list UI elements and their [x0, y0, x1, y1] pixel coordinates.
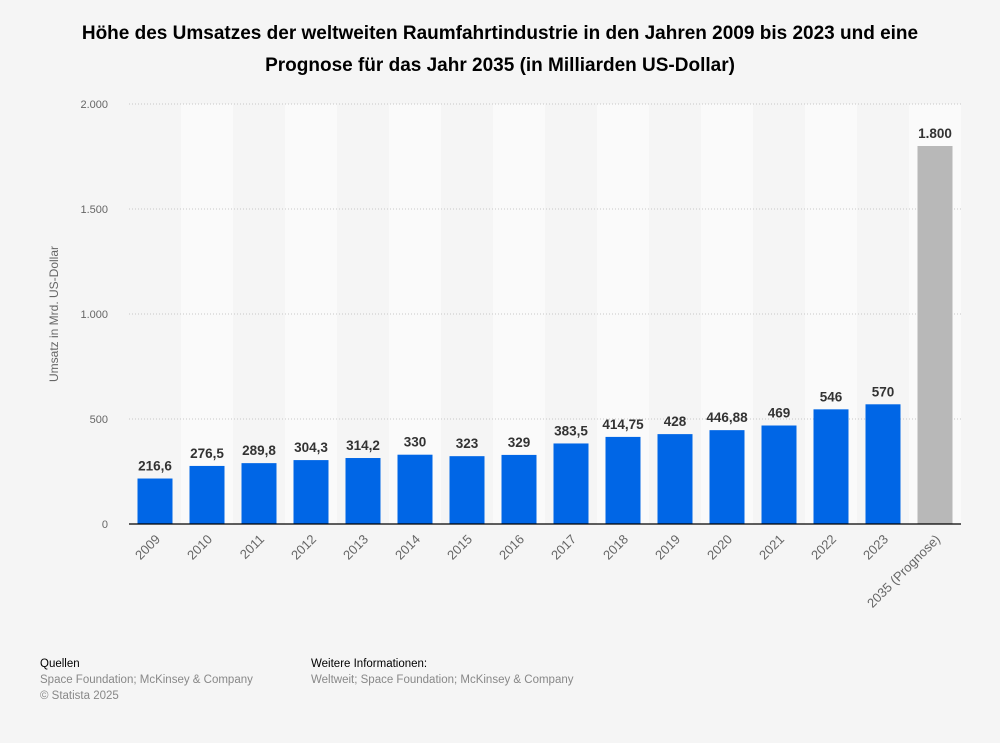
y-tick-label: 1.000 — [80, 309, 108, 321]
bar — [657, 434, 693, 524]
info-text: Weltweit; Space Foundation; McKinsey & C… — [311, 674, 574, 686]
data-label: 1.800 — [918, 126, 952, 141]
bar — [397, 454, 433, 524]
bar — [553, 443, 589, 524]
data-label: 314,2 — [346, 438, 380, 453]
bar — [605, 436, 641, 524]
y-tick-label: 500 — [90, 414, 108, 426]
bar — [189, 465, 225, 524]
data-label: 323 — [456, 436, 479, 451]
x-tick-label: 2010 — [184, 532, 215, 563]
x-tick-label: 2022 — [808, 532, 839, 563]
data-label: 570 — [872, 384, 895, 399]
data-label: 329 — [508, 435, 531, 450]
bar-chart: 0 500 1.000 1.500 2.000 Umsatz in Mrd. US-Dol… — [47, 99, 961, 611]
x-tick-label: 2023 — [860, 532, 891, 563]
y-axis-label: Umsatz in Mrd. US-Dollar — [47, 246, 61, 382]
bar — [345, 458, 381, 524]
x-tick-label: 2019 — [652, 532, 683, 563]
bar — [917, 146, 953, 524]
bar — [709, 430, 745, 524]
data-label: 546 — [820, 389, 843, 404]
sources-block: Quellen Space Foundation; McKinsey & Com… — [40, 656, 253, 704]
info-heading: Weitere Informationen: — [311, 658, 428, 670]
x-tick-label: 2013 — [340, 532, 371, 563]
bar — [137, 478, 173, 524]
x-tick-label: 2011 — [237, 532, 267, 562]
data-label: 414,75 — [602, 417, 644, 432]
data-label: 304,3 — [294, 440, 328, 455]
data-label: 289,8 — [242, 443, 276, 458]
data-label: 383,5 — [554, 423, 588, 438]
x-tick-label: 2009 — [132, 532, 163, 563]
sources-text: Space Foundation; McKinsey & Company — [40, 674, 253, 686]
bar — [241, 463, 277, 524]
y-tick-label: 2.000 — [80, 99, 108, 111]
x-tick-label: 2012 — [288, 532, 319, 563]
bar — [813, 409, 849, 524]
chart-title: Höhe des Umsatzes der weltweiten Raumfah… — [81, 23, 919, 76]
y-tick-label: 0 — [102, 519, 108, 531]
data-label: 428 — [664, 414, 687, 429]
y-tick-label: 1.500 — [80, 204, 108, 216]
copyright: © Statista 2025 — [40, 690, 119, 702]
data-label: 216,6 — [138, 459, 172, 474]
x-tick-label: 2021 — [756, 532, 787, 563]
bar — [293, 460, 329, 524]
x-tick-label: 2015 — [444, 532, 475, 563]
bar — [501, 454, 537, 524]
bar — [761, 425, 797, 524]
info-block: Weitere Informationen: Weltweit; Space F… — [311, 656, 574, 688]
x-tick-label: 2014 — [392, 532, 423, 563]
x-tick-label: 2017 — [548, 532, 579, 563]
data-label: 276,5 — [190, 446, 224, 461]
bar — [449, 456, 485, 524]
x-tick-label: 2018 — [600, 532, 631, 563]
data-label: 446,88 — [706, 410, 748, 425]
data-label: 330 — [404, 435, 427, 450]
x-tick-label: 2020 — [704, 532, 735, 563]
sources-heading: Quellen — [40, 658, 80, 670]
x-tick-label: 2016 — [496, 532, 527, 563]
background-stripe — [285, 104, 337, 524]
data-label: 469 — [768, 406, 791, 421]
bar — [865, 404, 901, 524]
